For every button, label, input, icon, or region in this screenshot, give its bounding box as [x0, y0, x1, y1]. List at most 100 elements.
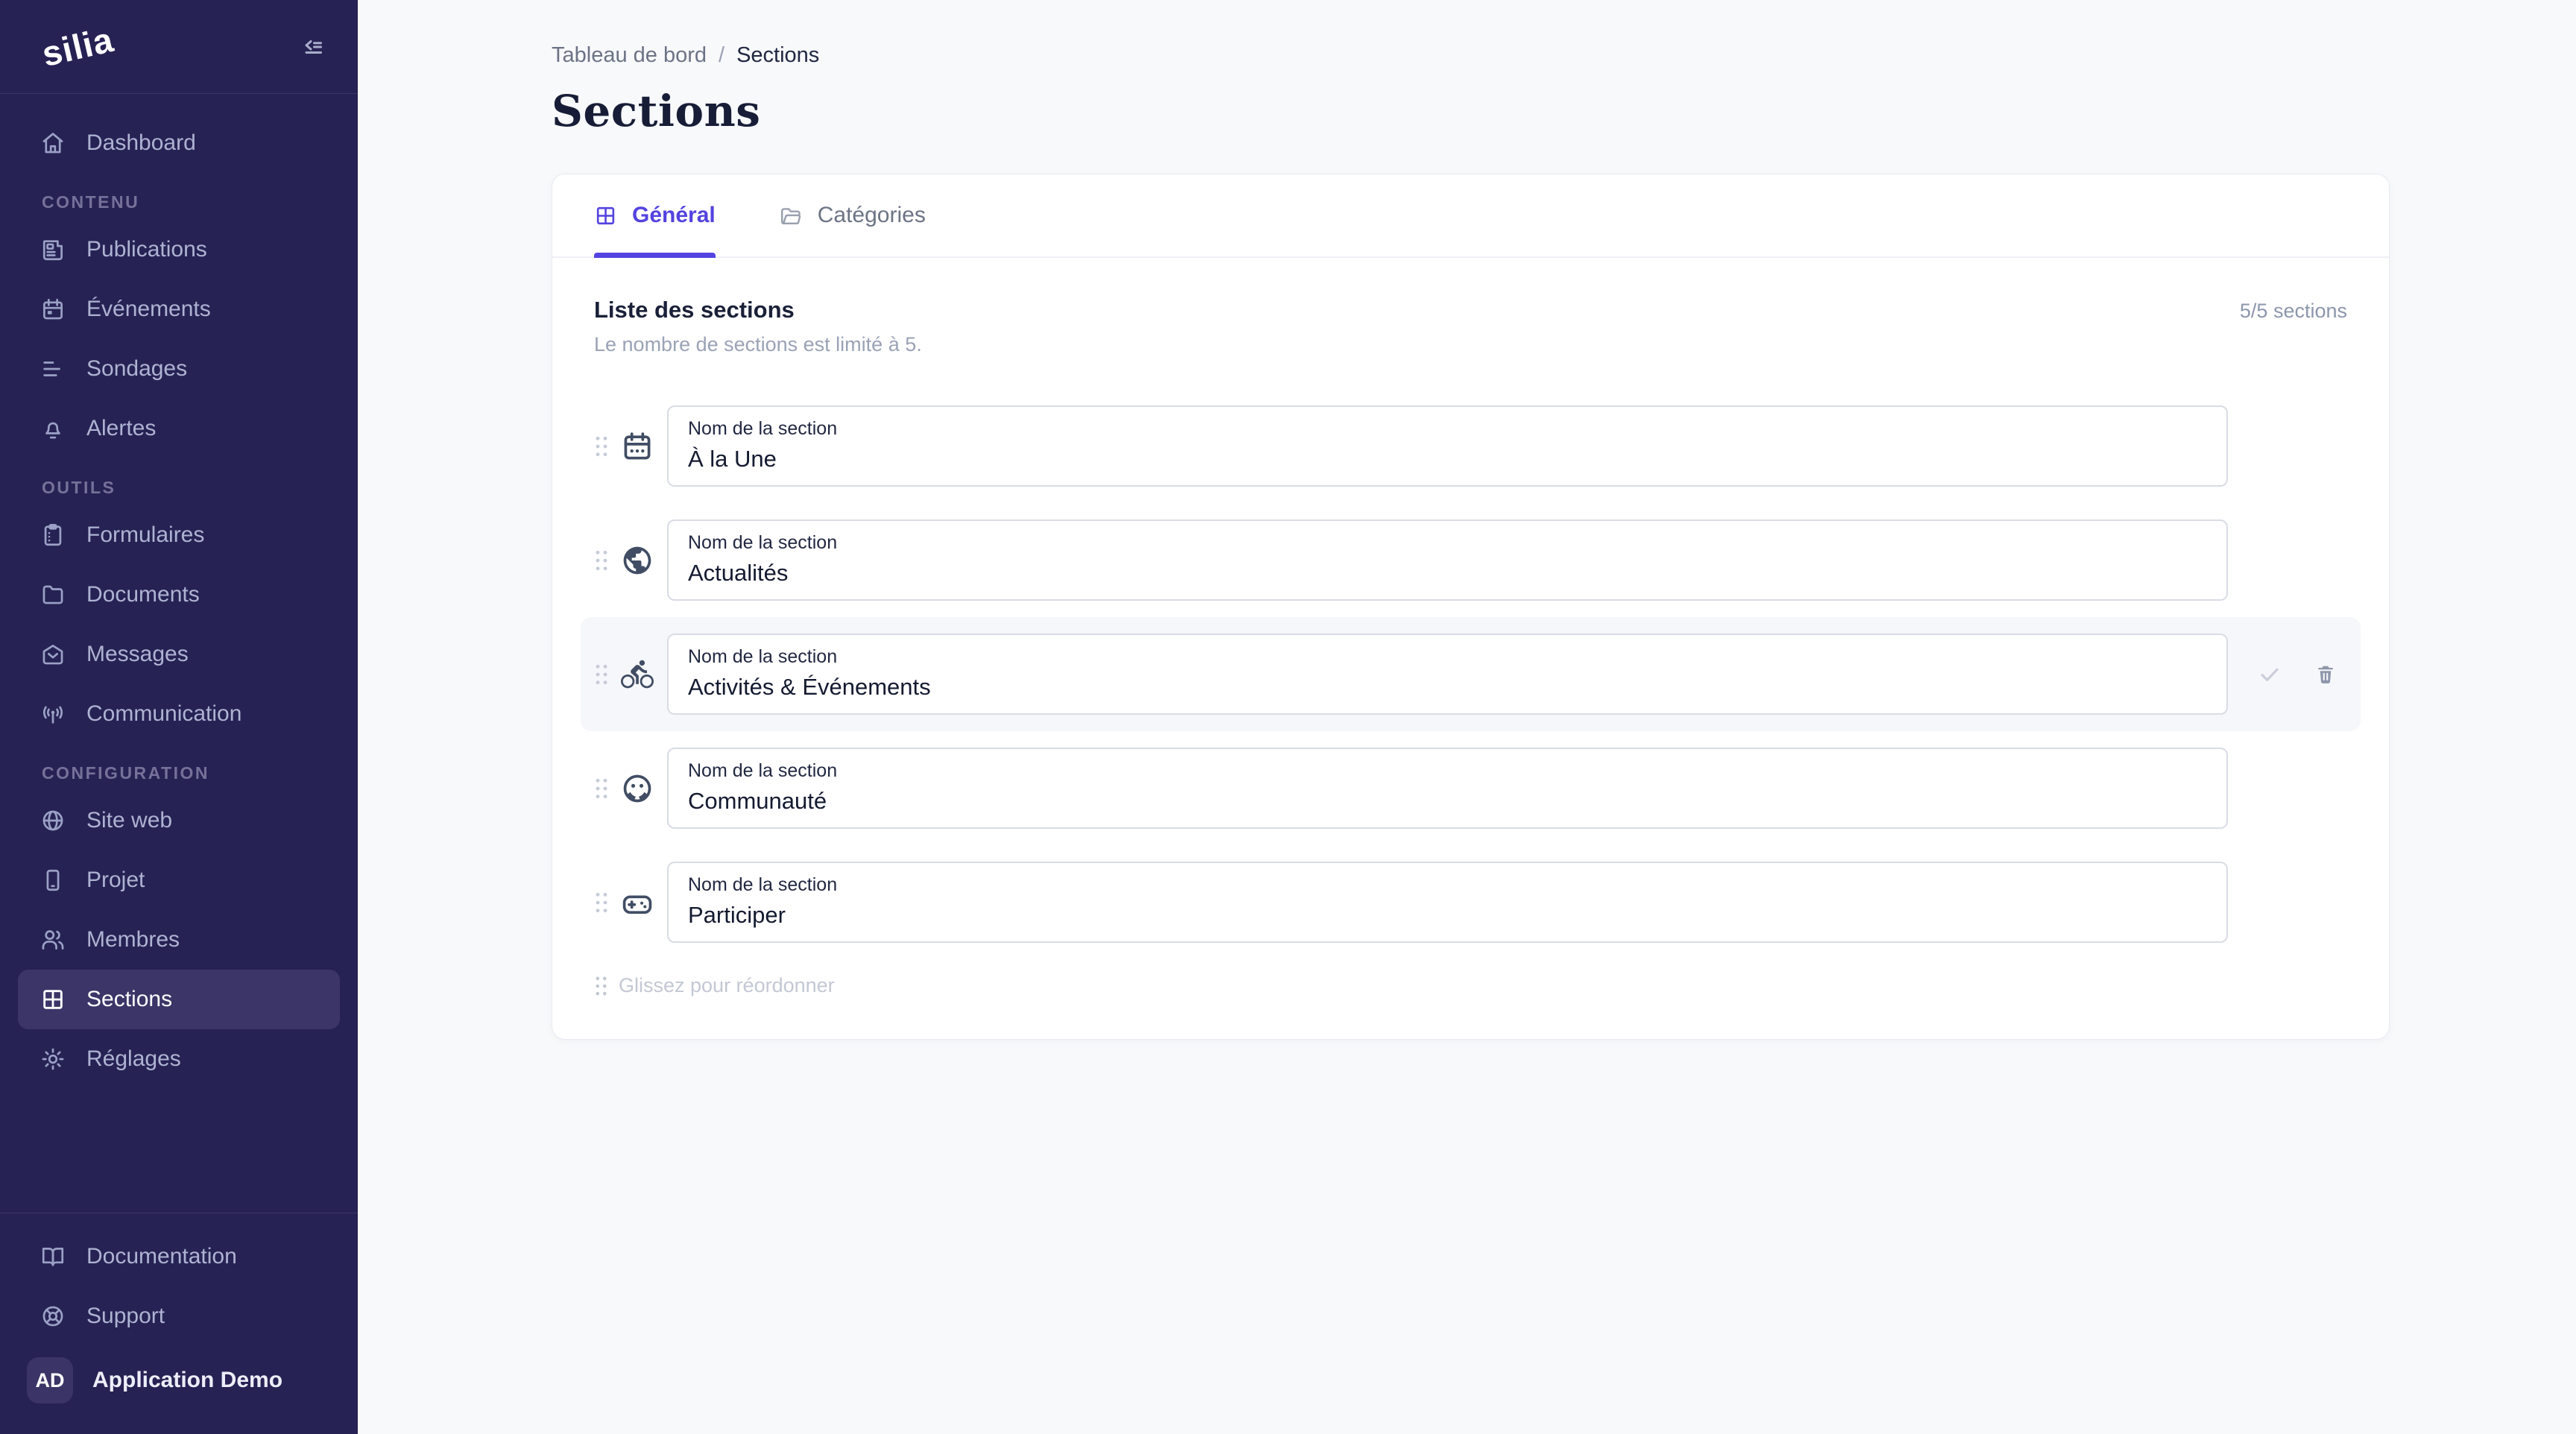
sidebar-item-label: Publications — [86, 237, 207, 262]
sidebar-item-label: Support — [86, 1304, 165, 1328]
sidebar-item-label: Documentation — [86, 1244, 237, 1269]
main-content: Tableau de bord / Sections Sections Géné… — [358, 0, 2576, 1040]
home-icon — [40, 130, 66, 156]
book-open-icon — [40, 1244, 66, 1269]
section-name-input[interactable] — [688, 787, 2207, 816]
section-name-field[interactable]: Nom de la section — [667, 634, 2228, 715]
newspaper-icon — [40, 237, 66, 262]
section-name-input[interactable] — [688, 901, 2207, 930]
confirm-icon[interactable] — [2258, 663, 2282, 686]
calendar-dots-icon — [621, 430, 654, 463]
sidebar-item-label: Site web — [86, 808, 173, 833]
sections-card: Général Catégories Liste des sections Le… — [552, 174, 2390, 1040]
drag-handle-icon[interactable] — [594, 891, 610, 915]
folder-icon — [40, 582, 66, 607]
grid-icon — [40, 987, 66, 1012]
row-actions — [2228, 663, 2347, 686]
sidebar-item-communication[interactable]: Communication — [18, 684, 340, 744]
user-menu[interactable]: AD Application Demo — [18, 1346, 340, 1415]
section-name-input[interactable] — [688, 445, 2207, 474]
section-name-input[interactable] — [688, 673, 2207, 702]
sidebar-item-projet[interactable]: Projet — [18, 850, 340, 910]
gear-icon — [40, 1046, 66, 1072]
broadcast-icon — [40, 701, 66, 727]
breadcrumb-current: Sections — [736, 43, 820, 67]
sidebar-item-label: Événements — [86, 297, 211, 321]
poll-lines-icon — [40, 356, 66, 382]
section-row: Nom de la section — [581, 617, 2361, 731]
drag-dots-icon — [594, 975, 608, 997]
field-label: Nom de la section — [688, 874, 838, 896]
sidebar-item-label: Dashboard — [86, 130, 196, 155]
field-label: Nom de la section — [688, 646, 838, 668]
sidebar-header: silia — [0, 0, 358, 94]
sidebar-nav: Dashboard CONTENU Publications Événement… — [0, 94, 358, 1213]
drag-handle-icon[interactable] — [594, 549, 610, 572]
sidebar-item-alertes[interactable]: Alertes — [18, 399, 340, 458]
folder-open-icon — [780, 204, 803, 227]
section-name-field[interactable]: Nom de la section — [667, 748, 2228, 829]
card-body: Liste des sections Le nombre de sections… — [552, 258, 2389, 1039]
list-subtitle: Le nombre de sections est limité à 5. — [594, 333, 922, 356]
sidebar-item-documentation[interactable]: Documentation — [18, 1227, 340, 1286]
list-title: Liste des sections — [594, 297, 795, 323]
globe-filled-icon — [621, 544, 654, 577]
bicycle-icon — [621, 658, 654, 691]
breadcrumb: Tableau de bord / Sections — [552, 43, 2390, 68]
community-face-icon — [621, 772, 654, 805]
drag-hint: Glissez pour réordonner — [594, 974, 2347, 997]
drag-handle-icon[interactable] — [594, 777, 610, 800]
delete-icon[interactable] — [2314, 663, 2337, 686]
drag-handle-icon[interactable] — [594, 663, 610, 686]
sidebar-item-membres[interactable]: Membres — [18, 910, 340, 970]
bell-icon — [40, 416, 66, 441]
sidebar-item-messages[interactable]: Messages — [18, 625, 340, 684]
collapse-sidebar-icon[interactable] — [300, 34, 326, 60]
field-label: Nom de la section — [688, 418, 838, 440]
sidebar-item-label: Sondages — [86, 356, 188, 381]
sidebar-item-dashboard[interactable]: Dashboard — [18, 113, 340, 173]
tab-categories[interactable]: Catégories — [780, 174, 926, 256]
breadcrumb-separator: / — [719, 43, 725, 67]
sidebar-item-sondages[interactable]: Sondages — [18, 339, 340, 399]
breadcrumb-parent[interactable]: Tableau de bord — [552, 43, 707, 67]
sidebar-item-label: Membres — [86, 927, 180, 952]
field-label: Nom de la section — [688, 532, 838, 554]
sidebar-item-formulaires[interactable]: Formulaires — [18, 505, 340, 565]
clipboard-icon — [40, 522, 66, 548]
sidebar-group-header: CONFIGURATION — [42, 763, 210, 783]
app-logo[interactable]: silia — [38, 19, 118, 75]
section-name-field[interactable]: Nom de la section — [667, 519, 2228, 601]
section-name-field[interactable]: Nom de la section — [667, 862, 2228, 943]
drag-handle-icon[interactable] — [594, 435, 610, 458]
sidebar-item-label: Documents — [86, 582, 200, 607]
sidebar-item-documents[interactable]: Documents — [18, 565, 340, 625]
sidebar-item-sections[interactable]: Sections — [18, 970, 340, 1029]
globe-icon — [40, 808, 66, 833]
sidebar-item-label: Formulaires — [86, 522, 205, 547]
sidebar-item-label: Messages — [86, 642, 189, 666]
grid-icon — [594, 204, 617, 227]
sidebar-item-support[interactable]: Support — [18, 1286, 340, 1346]
section-name-field[interactable]: Nom de la section — [667, 405, 2228, 487]
tab-general[interactable]: Général — [594, 174, 716, 258]
sidebar-item-evenements[interactable]: Événements — [18, 279, 340, 339]
sidebar-item-publications[interactable]: Publications — [18, 220, 340, 279]
user-name: Application Demo — [92, 1368, 283, 1392]
sections-counter: 5/5 sections — [2239, 300, 2347, 322]
sidebar-item-reglages[interactable]: Réglages — [18, 1029, 340, 1089]
section-row: Nom de la section — [581, 389, 2361, 503]
sidebar-item-site-web[interactable]: Site web — [18, 791, 340, 850]
mail-icon — [40, 642, 66, 667]
tab-label: Général — [632, 203, 716, 227]
tab-bar: Général Catégories — [552, 174, 2389, 258]
tab-label: Catégories — [817, 203, 926, 227]
sidebar-item-label: Sections — [86, 987, 173, 1011]
section-name-input[interactable] — [688, 559, 2207, 588]
sidebar: silia Dashboard CONTENU P — [0, 0, 358, 1434]
sidebar-item-label: Alertes — [86, 416, 157, 440]
page-title: Sections — [552, 86, 761, 136]
sidebar-group-header: CONTENU — [42, 192, 140, 212]
list-header: Liste des sections Le nombre de sections… — [594, 297, 2347, 356]
users-icon — [40, 927, 66, 953]
